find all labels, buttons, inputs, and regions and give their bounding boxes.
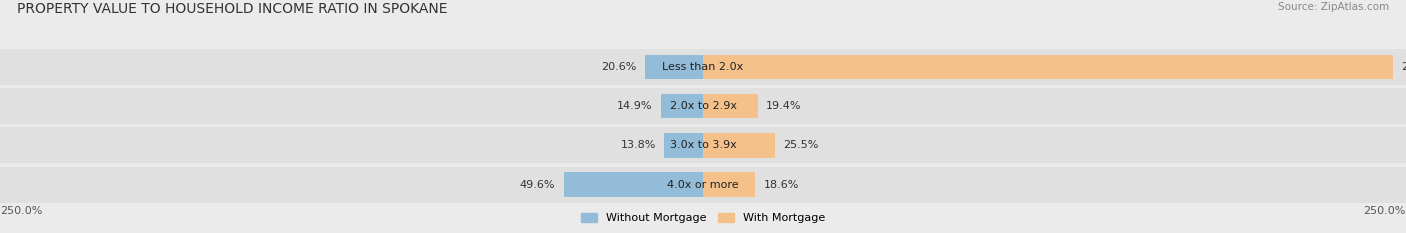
Bar	[0, 167, 1406, 203]
Bar	[661, 94, 703, 118]
Text: 18.6%: 18.6%	[763, 180, 799, 190]
Text: PROPERTY VALUE TO HOUSEHOLD INCOME RATIO IN SPOKANE: PROPERTY VALUE TO HOUSEHOLD INCOME RATIO…	[17, 2, 447, 16]
Text: Source: ZipAtlas.com: Source: ZipAtlas.com	[1278, 2, 1389, 12]
Text: 4.0x or more: 4.0x or more	[668, 180, 738, 190]
Text: 20.6%: 20.6%	[602, 62, 637, 72]
Bar	[703, 172, 755, 197]
Text: 13.8%: 13.8%	[620, 140, 655, 151]
Bar	[664, 133, 703, 158]
Text: 245.3%: 245.3%	[1402, 62, 1406, 72]
Text: 25.5%: 25.5%	[783, 140, 818, 151]
Text: 49.6%: 49.6%	[520, 180, 555, 190]
Bar	[0, 88, 1406, 124]
Text: 3.0x to 3.9x: 3.0x to 3.9x	[669, 140, 737, 151]
Text: 19.4%: 19.4%	[766, 101, 801, 111]
Legend: Without Mortgage, With Mortgage: Without Mortgage, With Mortgage	[576, 208, 830, 227]
Bar	[564, 172, 703, 197]
Bar	[703, 55, 1393, 79]
Bar	[645, 55, 703, 79]
Bar	[0, 127, 1406, 164]
Text: 250.0%: 250.0%	[1364, 206, 1406, 216]
Bar	[703, 133, 775, 158]
Text: 14.9%: 14.9%	[617, 101, 652, 111]
Bar	[703, 94, 758, 118]
Bar	[0, 49, 1406, 85]
Text: 250.0%: 250.0%	[0, 206, 42, 216]
Text: 2.0x to 2.9x: 2.0x to 2.9x	[669, 101, 737, 111]
Text: Less than 2.0x: Less than 2.0x	[662, 62, 744, 72]
